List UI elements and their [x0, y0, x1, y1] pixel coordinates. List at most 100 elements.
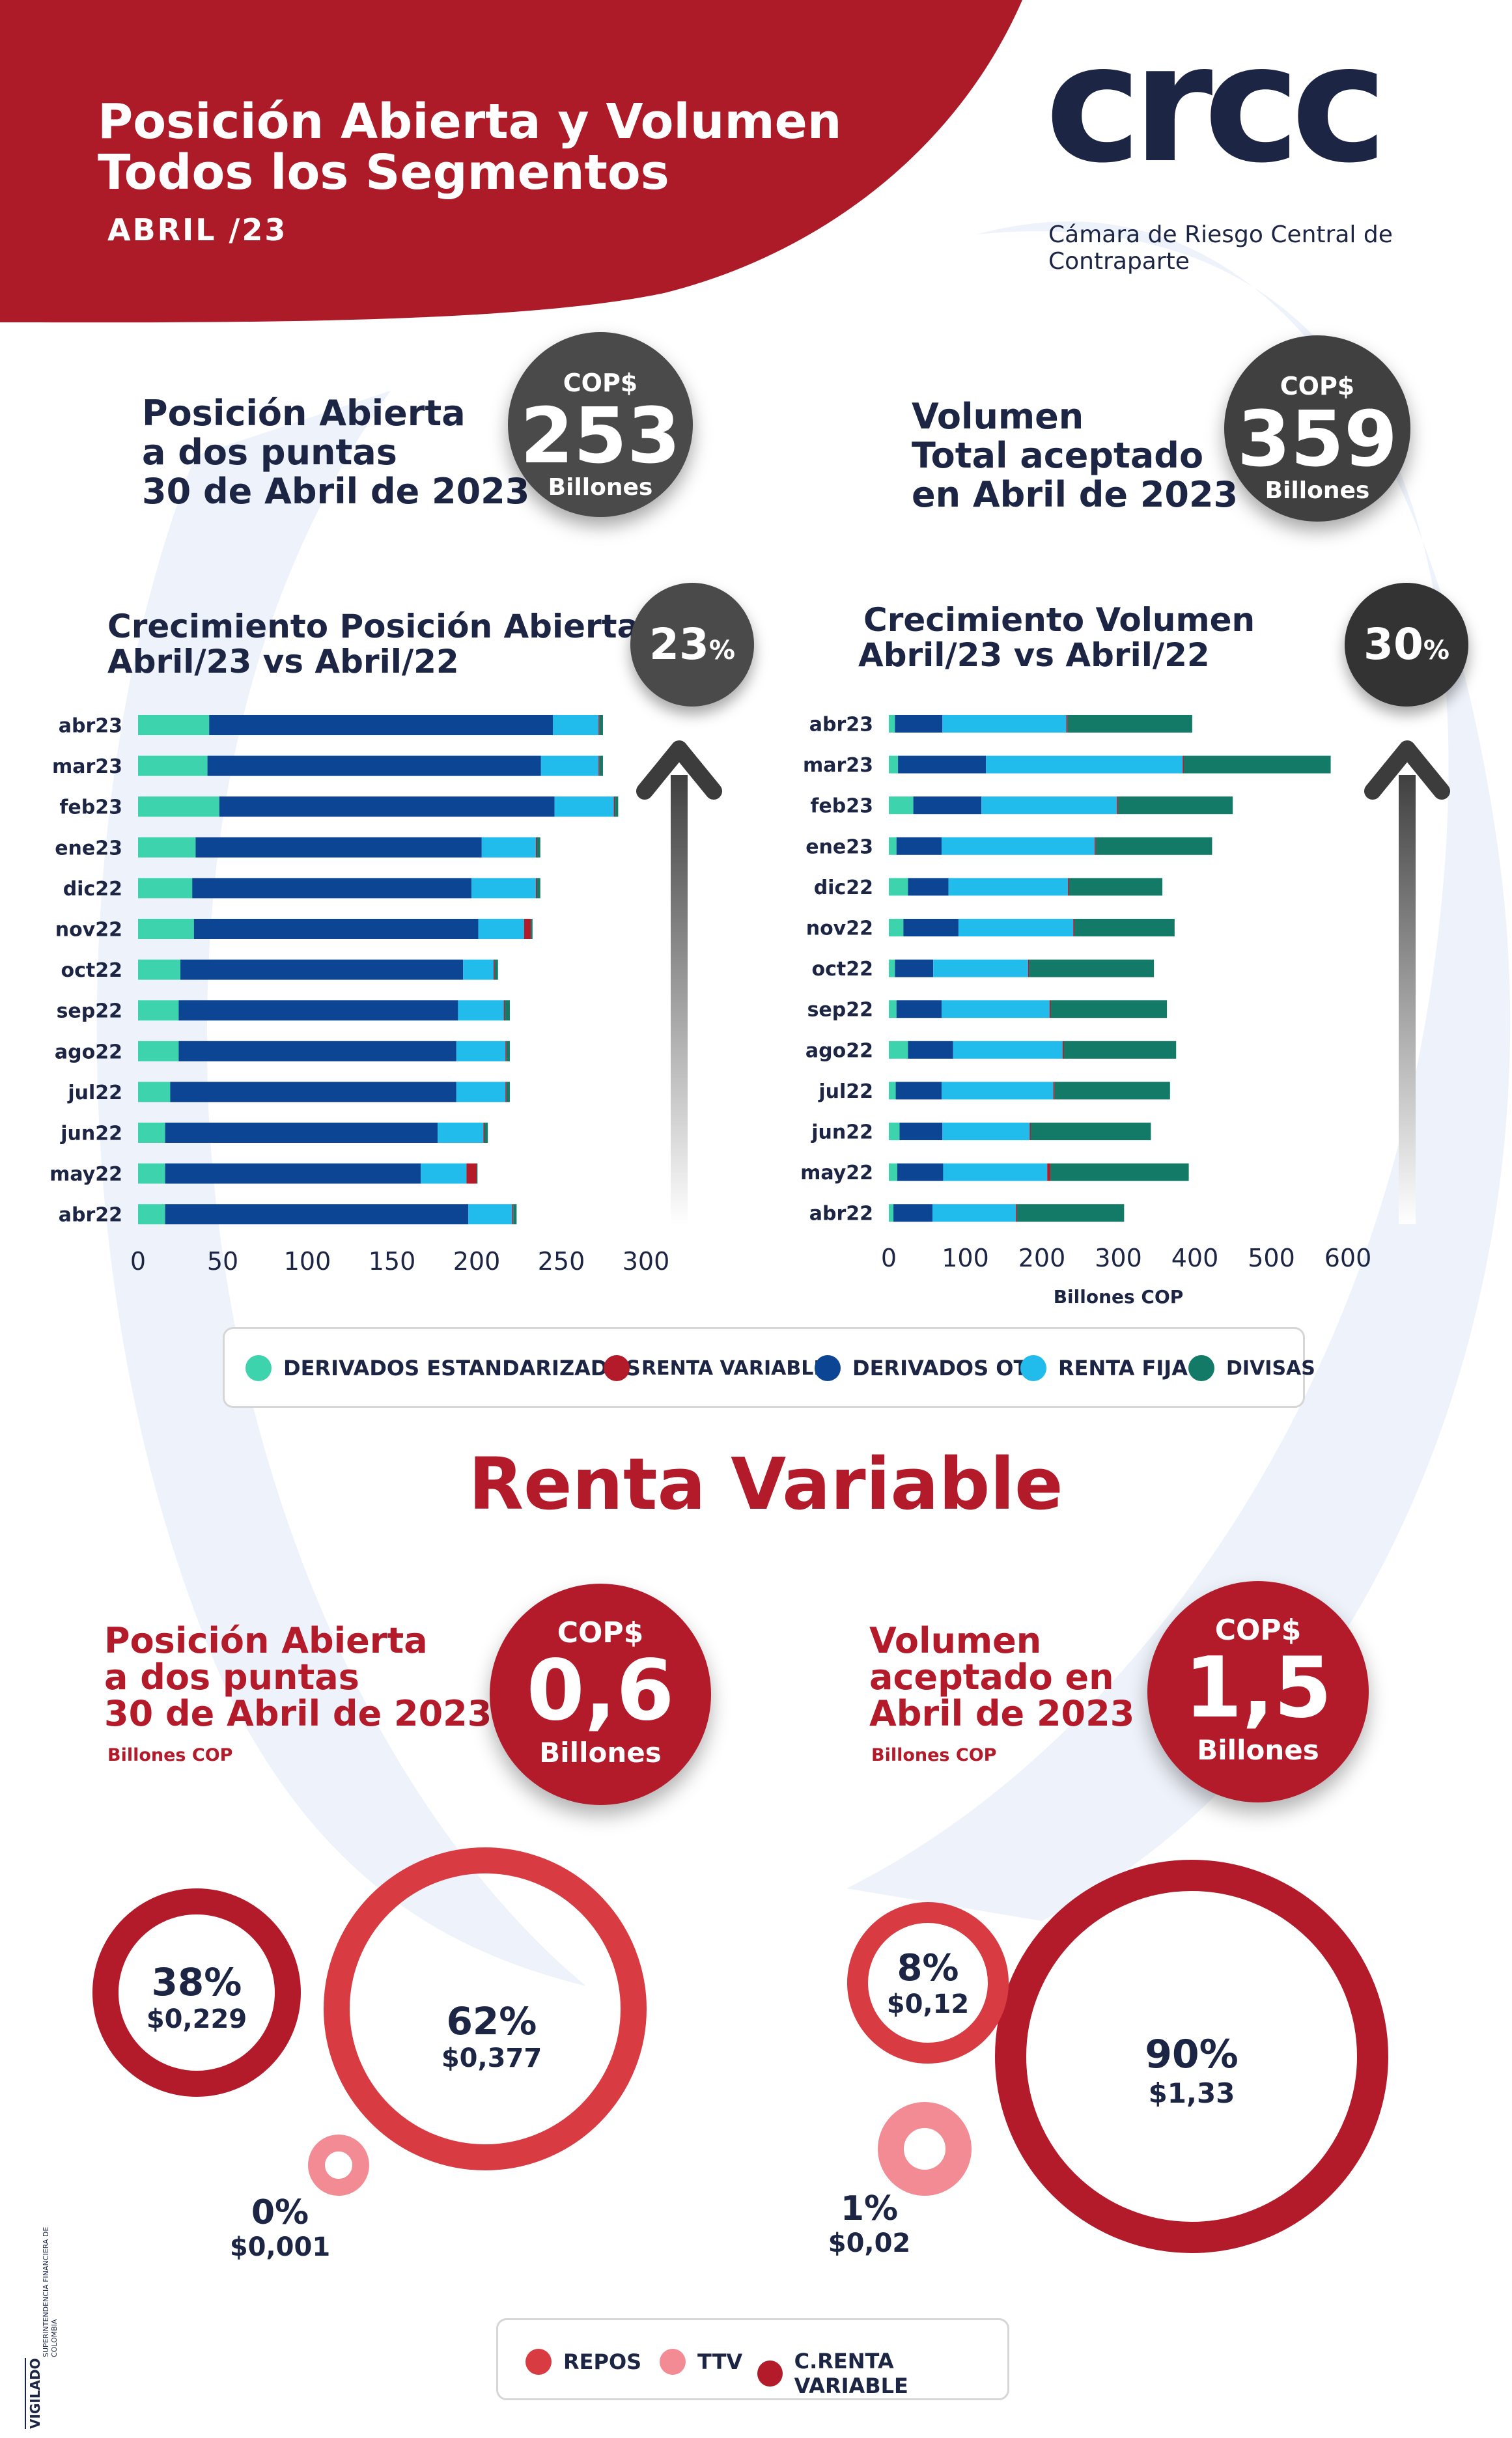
open-position-line-1: Posición Abierta: [142, 393, 466, 434]
bar-segment: [219, 796, 555, 817]
ring-repos: [847, 1902, 1009, 2064]
bar-segment: [1073, 919, 1074, 936]
category-label: sep22: [57, 1000, 122, 1023]
growth-arrow-volume: [1364, 740, 1450, 1224]
category-label: feb23: [59, 796, 122, 819]
unit-label: Billones: [1197, 1734, 1319, 1766]
bar-segment: [524, 919, 531, 939]
unit-label: Billones: [1265, 477, 1370, 504]
bar-segment: [138, 1041, 179, 1061]
bar-segment: [908, 878, 949, 896]
bar-segment: [893, 1204, 932, 1222]
bar-segment: [540, 755, 599, 776]
growth-position-line-1: Crecimiento Posición Abierta: [107, 608, 639, 645]
amount: $0,12: [886, 1989, 970, 2019]
unit-label: Billones: [548, 474, 653, 501]
x-tick-label: 50: [207, 1247, 238, 1276]
ring-repos: [324, 1847, 647, 2170]
category-label: dic22: [814, 876, 873, 899]
bar-segment: [1029, 1123, 1031, 1140]
open-position-bubble: COP$ 253 Billones: [508, 332, 693, 517]
bar-segment: [138, 715, 210, 735]
x-tick-label: 0: [881, 1244, 897, 1272]
volume-line-3: en Abril de 2023: [912, 474, 1239, 515]
section-title: Renta Variable: [468, 1442, 1063, 1526]
bar-segment: [958, 919, 1074, 936]
ring-ttv: [308, 2135, 369, 2196]
bar-segment: [195, 837, 482, 858]
bar-segment: [903, 919, 959, 936]
bar-segment: [1030, 1123, 1151, 1140]
bar-segment: [537, 878, 540, 899]
bar-segment: [1074, 919, 1175, 936]
bar-segment: [463, 959, 494, 980]
label-ttv-position: 0% $0,001: [221, 2193, 339, 2262]
percent: 90%: [1133, 2032, 1250, 2077]
category-label: nov22: [806, 918, 873, 940]
growth-position-bubble: 23%: [630, 583, 754, 707]
legend-dot: [604, 1355, 630, 1381]
growth-volume-line-2: Abril/23 vs Abril/22: [858, 636, 1210, 674]
bar-segment: [503, 1000, 505, 1021]
bar-segment: [933, 959, 1028, 977]
bar-segment: [895, 715, 943, 733]
legend-label: RENTA VARIABLE: [641, 1356, 827, 1380]
bar-segment: [889, 837, 897, 855]
amount: $1,33: [1148, 2077, 1235, 2109]
growth-volume-value: 30: [1364, 619, 1423, 669]
legend-label: RENTA FIJA: [1058, 1356, 1188, 1380]
bar-segment: [138, 1163, 165, 1184]
bar-segment: [138, 878, 193, 899]
percent-sign: %: [1423, 636, 1449, 666]
volume-line-1: Volumen: [912, 396, 1084, 437]
bar-segment: [438, 1123, 484, 1143]
category-label: abr22: [59, 1204, 122, 1227]
category-label: may22: [800, 1162, 873, 1184]
bar-segment: [889, 1163, 897, 1181]
growth-volume-line-1: Crecimiento Volumen: [863, 601, 1255, 639]
bar-segment: [207, 755, 541, 776]
percent-sign: %: [708, 636, 735, 666]
bar-segment: [138, 837, 196, 858]
growth-volume-bubble: 30%: [1345, 583, 1468, 707]
rv-position-line-2: a dos puntas: [104, 1657, 359, 1698]
bar-segment: [466, 1163, 477, 1184]
bar-segment: [505, 1041, 507, 1061]
category-label: oct22: [61, 959, 122, 982]
bar-segment: [1067, 878, 1069, 896]
rv-volume-rings: [847, 1860, 1388, 2253]
legend-item-derivados-estandarizados: DERIVADOS ESTANDARIZADOS: [245, 1355, 641, 1381]
bar-segment: [180, 959, 464, 980]
label-repos-volume: 8% $0,12: [876, 1947, 980, 2019]
category-label: sep22: [807, 999, 873, 1022]
bar-segment: [494, 959, 495, 980]
bar-segment: [138, 1204, 165, 1225]
category-label: ene23: [805, 835, 873, 858]
rv-position-line-3: 30 de Abril de 2023: [104, 1693, 492, 1734]
bar-segment: [138, 1082, 171, 1102]
bar-segment: [471, 878, 536, 899]
percent: 8%: [876, 1947, 980, 1989]
bar-segment: [536, 878, 537, 899]
x-tick-label: 200: [1018, 1244, 1066, 1272]
bar-segment: [1066, 715, 1068, 733]
bar-segment: [456, 1082, 506, 1102]
segments-legend: DERIVADOS ESTANDARIZADOS RENTA VARIABLE …: [223, 1327, 1315, 1408]
bar-segment: [889, 1000, 897, 1018]
volume-bubble: COP$ 359 Billones: [1224, 335, 1410, 522]
x-tick-label: 400: [1171, 1244, 1219, 1272]
bar-segment: [468, 1204, 512, 1225]
legend-dot: [660, 2349, 686, 2375]
currency-label: COP$: [1280, 372, 1355, 400]
volume-value: 359: [1237, 394, 1398, 484]
x-tick-label: 0: [130, 1247, 146, 1276]
page-title: Posición Abierta y Volumen Todos los Seg…: [98, 96, 841, 198]
bar-segment: [613, 796, 615, 817]
bar-segment: [615, 796, 619, 817]
bar-segment: [1028, 959, 1029, 977]
x-tick-label: 300: [1095, 1244, 1142, 1272]
rv-volume-label: Volumen aceptado en Abril de 2023: [869, 1623, 1134, 1732]
bar-segment: [1047, 1163, 1050, 1181]
volume-bar-chart: abr23 mar23 feb23 ene23 dic22 nov22 oct22 sep22…: [800, 714, 1371, 1308]
x-tick-label: 300: [623, 1247, 670, 1276]
